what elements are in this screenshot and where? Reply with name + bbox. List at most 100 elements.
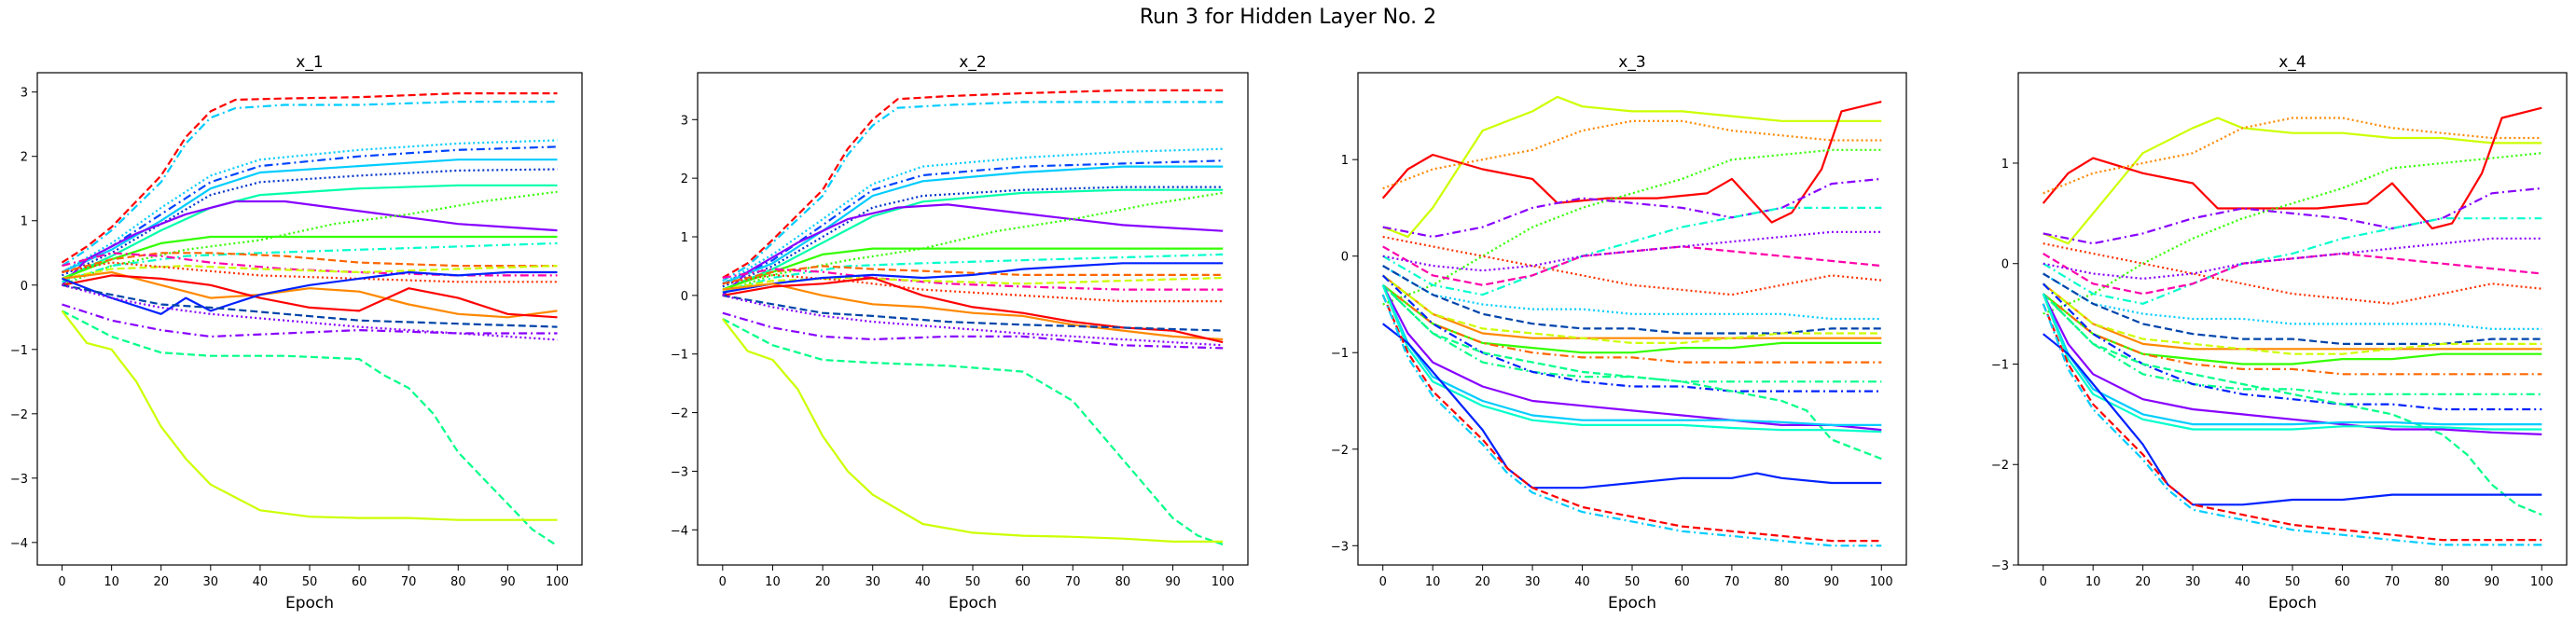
series-line-10: [62, 241, 558, 283]
figure-title: Run 3 for Hidden Layer No. 2: [1139, 6, 1437, 29]
y-tick-label: −2: [671, 407, 688, 421]
series-line-5: [1382, 177, 1882, 239]
series-line-11: [62, 235, 558, 280]
x-tick-label: 70: [1724, 575, 1740, 589]
y-tick-label: −1: [1991, 358, 2009, 372]
series-line-20: [62, 283, 558, 341]
axes-frame: [1357, 72, 1907, 566]
y-tick-label: −1: [10, 344, 28, 358]
x-tick-label: 30: [1525, 575, 1541, 589]
y-tick-label: −3: [1991, 559, 2009, 573]
y-tick-label: −4: [671, 524, 688, 538]
series-line-8: [61, 200, 558, 286]
series-line-9: [1382, 230, 1882, 272]
x-tick-label: 90: [1165, 575, 1181, 589]
subplot-title: x_1: [296, 53, 323, 72]
x-tick-label: 50: [965, 575, 981, 589]
x-tick-label: 70: [401, 575, 417, 589]
y-tick-label: 0: [2001, 258, 2009, 272]
series-line-6: [1382, 235, 1882, 296]
x-tick-label: 10: [2085, 575, 2101, 589]
x-tick-label: 30: [865, 575, 880, 589]
series-line-8: [722, 203, 1224, 296]
y-tick-label: 2: [681, 172, 688, 186]
series-line-10: [722, 247, 1224, 291]
series-line-18: [1381, 284, 1882, 461]
series-line-5: [722, 165, 1224, 285]
y-tick-label: 0: [681, 290, 688, 304]
series-line-19: [2042, 293, 2542, 435]
x-axis-label: Epoch: [949, 594, 997, 613]
x-tick-label: 60: [352, 575, 367, 589]
series-line-23: [2042, 303, 2542, 542]
series-line-22: [722, 318, 1224, 546]
x-tick-label: 50: [302, 575, 318, 589]
series-line-11: [1382, 274, 1882, 339]
x-tick-label: 90: [2485, 575, 2500, 589]
x-tick-label: 80: [1115, 575, 1131, 589]
x-tick-label: 80: [1774, 575, 1790, 589]
series-line-6: [2043, 242, 2542, 305]
series-line-1: [61, 91, 558, 264]
x-axis-label: Epoch: [1608, 594, 1656, 613]
series-line-23: [721, 318, 1224, 544]
series-line-13: [1382, 283, 1882, 354]
series-line-19: [62, 283, 558, 328]
y-tick-label: −3: [671, 465, 688, 479]
y-tick-label: 0: [21, 280, 28, 294]
y-tick-label: 1: [21, 215, 28, 229]
subplot-4: 0 10 20 30 40 50 60 70 80 90 100 −3 −2 −1 0 1 x_4 Epoch: [1991, 53, 2568, 613]
series-line-1: [2043, 117, 2542, 245]
y-tick-label: −2: [1991, 459, 2009, 473]
series-line-15: [1382, 283, 1882, 364]
series-line-13: [722, 268, 1224, 291]
series-group: [2042, 106, 2542, 546]
series-line-2: [61, 100, 558, 268]
y-tick-label: −4: [10, 537, 28, 551]
x-tick-label: 20: [815, 575, 831, 589]
y-tick-label: 1: [2001, 158, 2009, 172]
y-tick-label: −3: [1331, 540, 1349, 554]
x-tick-label: 100: [2530, 575, 2554, 589]
series-line-6: [62, 168, 558, 277]
x-tick-label: 10: [104, 575, 119, 589]
y-tick-label: −1: [1331, 347, 1349, 361]
y-tick-label: 2: [21, 151, 28, 165]
series-line-9: [722, 191, 1224, 294]
y-tick-label: 1: [681, 231, 688, 245]
subplot-title: x_2: [959, 53, 986, 72]
axes-frame: [697, 72, 1249, 566]
x-axis-label: Epoch: [285, 594, 334, 613]
series-line-3: [61, 145, 558, 273]
x-tick-label: 70: [1065, 575, 1081, 589]
x-tick-label: 10: [1425, 575, 1441, 589]
series-group: [1381, 95, 1882, 547]
series-line-12: [722, 265, 1224, 285]
series-line-7: [1382, 206, 1882, 296]
series-line-23: [61, 310, 558, 521]
x-tick-label: 10: [765, 575, 781, 589]
series-line-9: [62, 190, 558, 286]
x-tick-label: 20: [1475, 575, 1490, 589]
series-line-5: [2043, 186, 2542, 245]
x-tick-label: 30: [2185, 575, 2201, 589]
series-line-13: [62, 252, 558, 277]
x-tick-label: 0: [58, 575, 65, 589]
x-tick-label: 100: [1212, 575, 1235, 589]
series-line-1: [722, 89, 1224, 279]
subplot-title: x_3: [1618, 53, 1645, 72]
series-line-14: [722, 276, 1224, 291]
x-tick-label: 40: [915, 575, 931, 589]
x-tick-label: 80: [2434, 575, 2450, 589]
y-tick-label: 3: [21, 87, 28, 101]
x-axis-label: Epoch: [2268, 594, 2317, 613]
series-line-14: [62, 265, 558, 280]
series-line-10: [2043, 272, 2542, 330]
series-line-16: [1381, 284, 1882, 383]
x-tick-label: 60: [1015, 575, 1031, 589]
y-tick-label: 1: [1341, 154, 1349, 168]
series-line-19: [722, 294, 1224, 332]
series-line-17: [1381, 274, 1882, 393]
axes-frame: [36, 72, 583, 566]
y-tick-label: 3: [681, 114, 688, 128]
